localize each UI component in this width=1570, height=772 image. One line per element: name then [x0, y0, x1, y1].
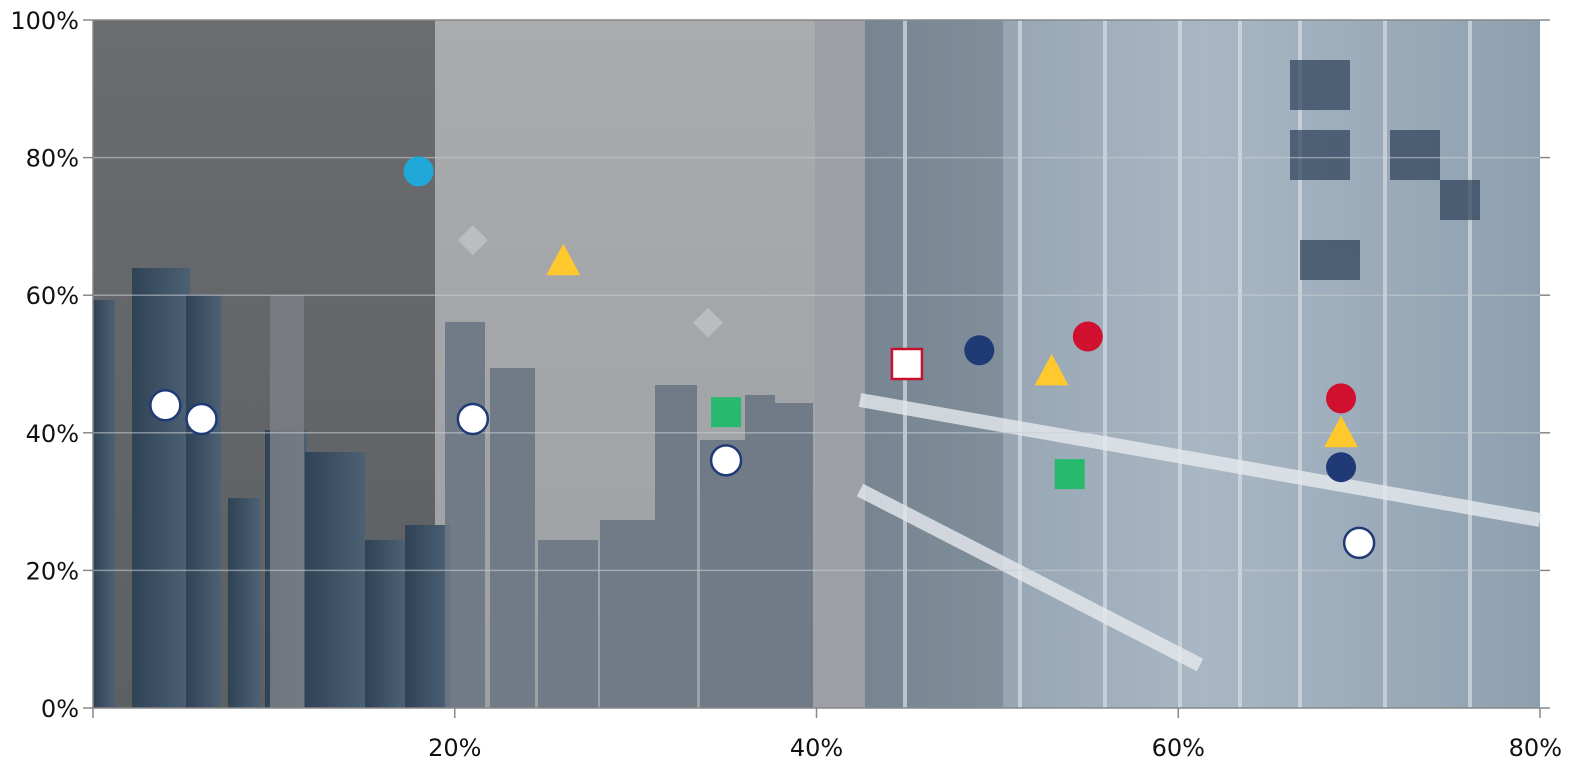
point-circle-1-0 — [403, 156, 434, 187]
point-circle-6-0 — [964, 335, 995, 366]
tick-labels: 0% 20% 40% 60% 80% 100% 20% 40% 60% 80% — [10, 7, 1562, 762]
x-tick-label-0: 20% — [428, 734, 481, 762]
point-triangle-3-0 — [546, 243, 581, 276]
point-triangle-3-2 — [1324, 415, 1359, 448]
x-tick-label-2: 60% — [1152, 734, 1205, 762]
point-circle-0-4 — [1342, 526, 1376, 560]
point-circle-0-0 — [149, 389, 182, 422]
skyline-towers-mid — [445, 322, 813, 708]
y-tick-label-2: 40% — [26, 420, 79, 448]
point-diamond-2-0 — [457, 225, 488, 256]
point-triangle-3-1 — [1034, 353, 1069, 386]
window-panes — [1290, 60, 1480, 280]
skyline-tower-pale — [270, 295, 304, 708]
y-tick-label-3: 60% — [26, 282, 79, 310]
data-points — [149, 156, 1376, 560]
y-tick-label-0: 0% — [41, 695, 79, 723]
point-circle-7-0 — [1072, 321, 1103, 352]
background-photo — [93, 20, 1542, 708]
point-square-4-1 — [1054, 459, 1085, 490]
point-circle-6-1 — [1326, 452, 1357, 483]
bg-column — [815, 20, 865, 708]
x-tick-label-3: 80% — [1509, 734, 1562, 762]
y-tick-label-4: 80% — [26, 145, 79, 173]
point-circle-0-2 — [456, 402, 490, 436]
point-circle-7-1 — [1326, 383, 1357, 414]
y-tick-label-1: 20% — [26, 557, 79, 585]
point-square-5-0 — [890, 347, 924, 381]
point-diamond-2-1 — [692, 307, 723, 338]
point-square-4-0 — [711, 397, 742, 428]
y-tick-label-5: 100% — [10, 7, 79, 35]
point-circle-0-3 — [709, 444, 743, 477]
x-tick-label-1: 40% — [790, 734, 843, 762]
point-circle-0-1 — [185, 402, 218, 436]
axes — [83, 19, 1550, 718]
grid-lines — [93, 156, 1540, 572]
balcony-rails — [856, 393, 1542, 672]
